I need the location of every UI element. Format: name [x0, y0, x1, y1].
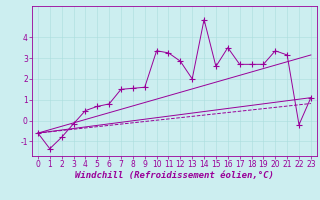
X-axis label: Windchill (Refroidissement éolien,°C): Windchill (Refroidissement éolien,°C) — [75, 171, 274, 180]
